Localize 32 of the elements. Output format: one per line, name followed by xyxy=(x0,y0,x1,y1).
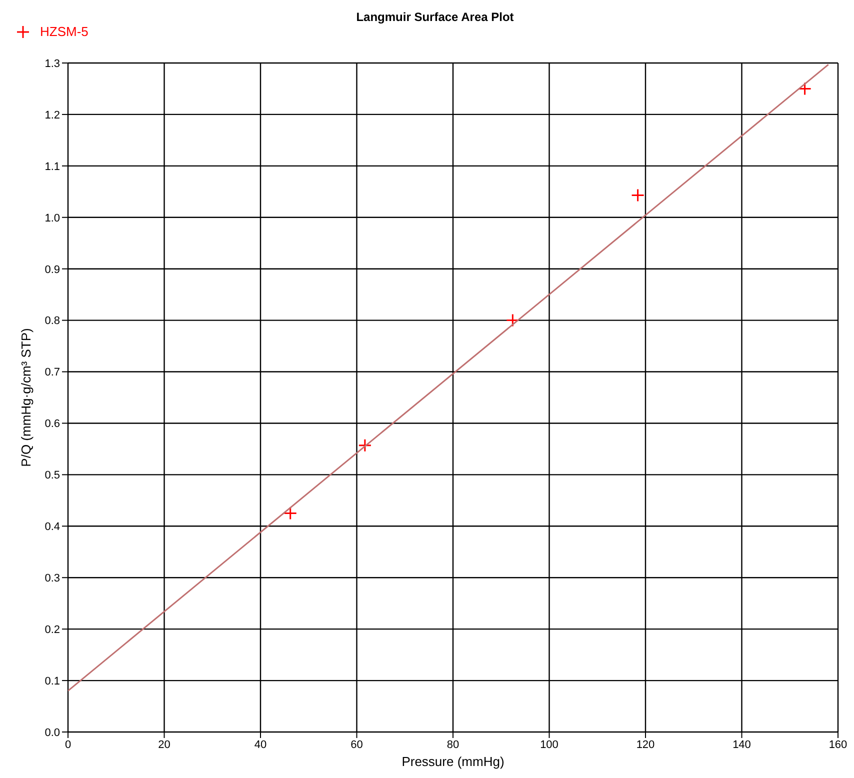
y-tick-label: 1.1 xyxy=(44,160,60,173)
point xyxy=(506,314,520,328)
y-tick-label: 1.3 xyxy=(44,58,60,70)
x-tick-label: 140 xyxy=(732,738,751,751)
y-tick-label: 0.3 xyxy=(44,572,60,585)
y-tick-label: 0.8 xyxy=(44,315,60,328)
x-tick-label: 100 xyxy=(540,738,558,751)
y-tick-label: 1.2 xyxy=(44,109,60,122)
point xyxy=(284,506,298,520)
y-tick-label: 0.7 xyxy=(44,366,60,379)
y-tick-label: 0.1 xyxy=(44,675,60,688)
point xyxy=(631,188,645,202)
y-tick-label: 0.0 xyxy=(44,726,60,739)
y-tick-label: 1.0 xyxy=(44,212,60,224)
y-tick-label: 0.9 xyxy=(44,264,60,276)
x-tick-label: 40 xyxy=(254,738,267,751)
point xyxy=(798,82,812,96)
x-tick-label: 80 xyxy=(446,738,460,751)
x-tick-label: 20 xyxy=(158,738,170,751)
chart-title: Langmuir Surface Area Plot xyxy=(355,9,515,24)
y-tick-label: 0.2 xyxy=(44,624,60,636)
y-tick-label: 0.5 xyxy=(44,470,60,482)
x-tick-label: 0 xyxy=(64,738,72,751)
x-tick-label: 60 xyxy=(350,738,363,751)
point xyxy=(358,438,372,452)
x-tick-label: 120 xyxy=(636,738,655,751)
legend-label: HZSM-5 xyxy=(40,24,88,39)
y-tick-label: 0.4 xyxy=(44,521,60,534)
y-tick-label: 0.6 xyxy=(44,418,60,430)
y-axis-title: P/Q (mmHg·g/cm³ STP) xyxy=(18,328,34,467)
x-tick-label: 160 xyxy=(828,738,848,751)
x-axis-title: Pressure (mmHg) xyxy=(402,754,504,769)
